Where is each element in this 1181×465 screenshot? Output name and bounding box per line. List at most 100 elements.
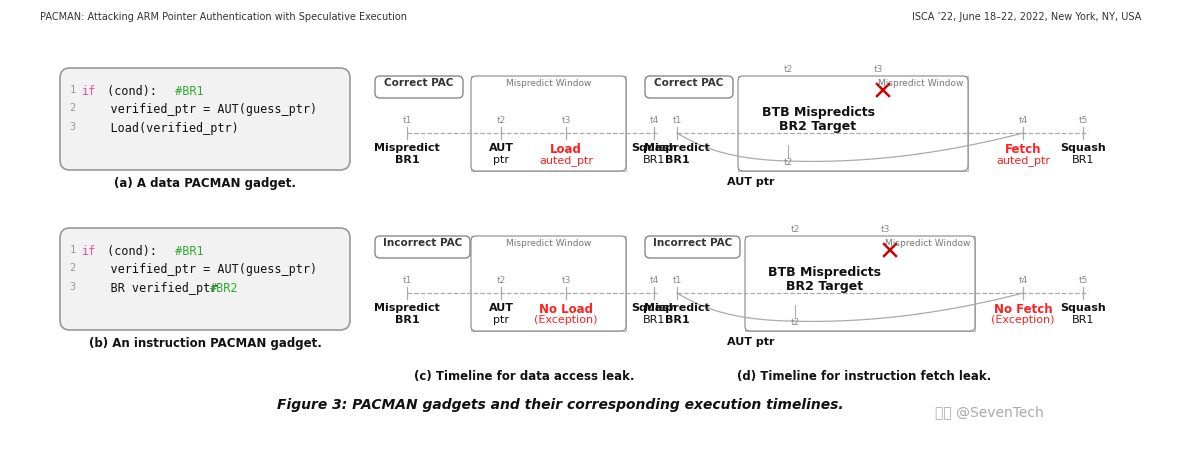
Text: t4: t4	[650, 276, 659, 285]
Bar	[471, 76, 626, 171]
Text: BR1: BR1	[1072, 155, 1094, 165]
Text: Squash: Squash	[1061, 143, 1105, 153]
Text: (Exception): (Exception)	[991, 315, 1055, 325]
FancyBboxPatch shape	[376, 236, 470, 258]
Text: t4: t4	[1018, 116, 1027, 125]
Text: Incorrect PAC: Incorrect PAC	[653, 238, 732, 248]
Text: Mispredict Window: Mispredict Window	[885, 239, 970, 248]
Text: auted_ptr: auted_ptr	[996, 155, 1050, 166]
FancyBboxPatch shape	[745, 236, 976, 331]
Text: if: if	[81, 245, 96, 258]
Text: Mispredict: Mispredict	[374, 303, 439, 313]
Text: ptr: ptr	[492, 315, 509, 325]
Text: t1: t1	[672, 116, 681, 125]
FancyBboxPatch shape	[645, 236, 740, 258]
Text: BR1: BR1	[642, 315, 665, 325]
Text: Mispredict: Mispredict	[644, 303, 710, 313]
Text: t3: t3	[561, 276, 570, 285]
Text: BTB Mispredicts: BTB Mispredicts	[769, 266, 881, 279]
FancyBboxPatch shape	[376, 76, 463, 98]
Text: Squash: Squash	[1061, 303, 1105, 313]
Text: (Exception): (Exception)	[534, 315, 598, 325]
Text: t3: t3	[561, 116, 570, 125]
Text: t2: t2	[783, 65, 792, 74]
Text: t2: t2	[790, 318, 800, 327]
Text: BR1: BR1	[394, 155, 419, 165]
Text: Incorrect PAC: Incorrect PAC	[383, 238, 462, 248]
Text: Correct PAC: Correct PAC	[384, 78, 454, 88]
Text: Mispredict Window: Mispredict Window	[877, 79, 963, 88]
Text: 2: 2	[70, 263, 76, 273]
Text: BR1: BR1	[1072, 315, 1094, 325]
Text: BR1: BR1	[642, 155, 665, 165]
Text: BR verified_ptr: BR verified_ptr	[81, 282, 224, 295]
Text: 3: 3	[70, 282, 76, 292]
Text: t2: t2	[496, 276, 505, 285]
Text: Fetch: Fetch	[1005, 143, 1042, 156]
Text: #BR1: #BR1	[168, 245, 203, 258]
Text: t5: t5	[1078, 276, 1088, 285]
Text: No Load: No Load	[539, 303, 593, 316]
Text: Load: Load	[550, 143, 582, 156]
Text: if: if	[81, 85, 96, 98]
Text: 2: 2	[70, 103, 76, 113]
Text: t2: t2	[783, 158, 792, 167]
Text: ptr: ptr	[492, 155, 509, 165]
Text: (cond):: (cond):	[100, 245, 157, 258]
Bar	[471, 236, 626, 331]
Text: Squash: Squash	[631, 303, 677, 313]
Text: (d) Timeline for instruction fetch leak.: (d) Timeline for instruction fetch leak.	[737, 370, 991, 383]
Text: Mispredict Window: Mispredict Window	[505, 239, 592, 248]
Text: ISCA ’22, June 18–22, 2022, New York, NY, USA: ISCA ’22, June 18–22, 2022, New York, NY…	[912, 12, 1141, 22]
Text: BR2 Target: BR2 Target	[787, 280, 863, 293]
Text: BR1: BR1	[665, 155, 690, 165]
Text: AUT: AUT	[489, 303, 514, 313]
Text: 头条 @SevenTech: 头条 @SevenTech	[935, 405, 1044, 419]
Text: Figure 3: PACMAN gadgets and their corresponding execution timelines.: Figure 3: PACMAN gadgets and their corre…	[276, 398, 843, 412]
FancyBboxPatch shape	[738, 76, 968, 171]
FancyBboxPatch shape	[60, 68, 350, 170]
Text: #BR2: #BR2	[210, 282, 239, 295]
Text: t1: t1	[403, 116, 412, 125]
Text: t1: t1	[403, 276, 412, 285]
Text: BR1: BR1	[665, 315, 690, 325]
Text: BR2 Target: BR2 Target	[779, 120, 856, 133]
Text: Mispredict: Mispredict	[374, 143, 439, 153]
Bar	[745, 236, 976, 331]
Text: Mispredict: Mispredict	[644, 143, 710, 153]
Text: t2: t2	[496, 116, 505, 125]
FancyBboxPatch shape	[60, 228, 350, 330]
Text: (b) An instruction PACMAN gadget.: (b) An instruction PACMAN gadget.	[89, 337, 321, 350]
Bar	[738, 76, 968, 171]
Text: Correct PAC: Correct PAC	[654, 78, 724, 88]
Text: Load(verified_ptr): Load(verified_ptr)	[81, 122, 239, 135]
Text: t4: t4	[1018, 276, 1027, 285]
Text: AUT ptr: AUT ptr	[727, 177, 775, 187]
Text: No Fetch: No Fetch	[993, 303, 1052, 316]
Text: BTB Mispredicts: BTB Mispredicts	[762, 106, 874, 119]
Text: auted_ptr: auted_ptr	[539, 155, 593, 166]
Text: #BR1: #BR1	[168, 85, 203, 98]
Text: Squash: Squash	[631, 143, 677, 153]
Text: t3: t3	[880, 225, 889, 234]
Text: 1: 1	[70, 245, 76, 255]
Text: verified_ptr = AUT(guess_ptr): verified_ptr = AUT(guess_ptr)	[81, 103, 318, 116]
Text: t5: t5	[1078, 116, 1088, 125]
FancyBboxPatch shape	[645, 76, 733, 98]
Text: t1: t1	[672, 276, 681, 285]
Text: (cond):: (cond):	[100, 85, 157, 98]
Text: verified_ptr = AUT(guess_ptr): verified_ptr = AUT(guess_ptr)	[81, 263, 318, 276]
Text: (c) Timeline for data access leak.: (c) Timeline for data access leak.	[415, 370, 634, 383]
FancyBboxPatch shape	[471, 76, 626, 171]
Text: BR1: BR1	[394, 315, 419, 325]
Text: t3: t3	[873, 65, 882, 74]
Text: 1: 1	[70, 85, 76, 95]
Text: t2: t2	[790, 225, 800, 234]
Text: 3: 3	[70, 122, 76, 132]
Text: PACMAN: Attacking ARM Pointer Authentication with Speculative Execution: PACMAN: Attacking ARM Pointer Authentica…	[40, 12, 407, 22]
Text: (a) A data PACMAN gadget.: (a) A data PACMAN gadget.	[115, 177, 296, 190]
Text: AUT: AUT	[489, 143, 514, 153]
Text: Mispredict Window: Mispredict Window	[505, 79, 592, 88]
Text: t4: t4	[650, 116, 659, 125]
Text: AUT ptr: AUT ptr	[727, 337, 775, 347]
